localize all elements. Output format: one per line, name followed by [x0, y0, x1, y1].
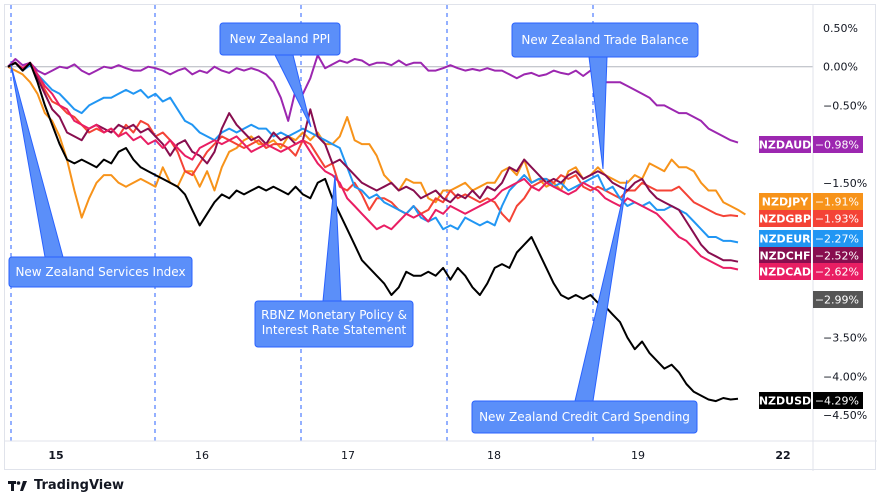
tag-value: −1.93%: [815, 213, 859, 226]
event-annotation-1[interactable]: New Zealand PPI: [219, 22, 341, 128]
annotation-pointer: [588, 56, 608, 170]
annotation-box: [254, 300, 414, 348]
y-tick-label: −4.00%: [823, 370, 867, 383]
price-tag-extra: −2.99%: [813, 291, 863, 308]
price-tag-nzdeur: NZDEUR −2.27%: [759, 230, 863, 247]
annotation-label: New Zealand PPI: [230, 32, 331, 46]
price-tag-nzdusd: NZDUSD −4.29%: [759, 392, 863, 409]
tag-value-bg: [813, 263, 863, 280]
annotation-pointer: [322, 174, 342, 302]
tag-value-bg: [813, 136, 863, 153]
price-tag-nzdchf: NZDCHF −2.52%: [759, 247, 863, 264]
tag-value: −2.62%: [815, 266, 859, 279]
y-tick-label: 0.00%: [823, 61, 858, 74]
series-line-nzdusd[interactable]: [7, 61, 739, 403]
tag-value: −2.52%: [815, 250, 859, 263]
tag-value: −4.29%: [815, 395, 859, 408]
x-tick-label: 17: [341, 449, 355, 462]
y-tick-label: −1.50%: [823, 177, 867, 190]
x-tick-label: 16: [195, 449, 209, 462]
annotation-label: New Zealand Trade Balance: [521, 33, 688, 47]
tag-symbol: NZDJPY: [762, 196, 809, 209]
annotation-box: [219, 22, 341, 56]
x-tick-label: 15: [48, 449, 63, 462]
y-tick-label: −4.50%: [823, 409, 867, 422]
tag-symbol: NZDUSD: [759, 395, 811, 408]
tag-value: −0.98%: [815, 139, 859, 152]
tag-symbol: NZDEUR: [759, 233, 811, 246]
tag-value-bg: [813, 291, 863, 308]
tradingview-logo-icon: [8, 480, 27, 491]
tag-name-bg: [759, 136, 811, 153]
tag-value-bg: [813, 230, 863, 247]
event-annotation-4[interactable]: New Zealand Credit Card Spending: [471, 179, 698, 434]
y-tick-label: −0.50%: [823, 99, 867, 112]
line-chart: New Zealand Services Index New Zealand PP…: [5, 5, 877, 471]
x-tick-label: 22: [775, 449, 790, 462]
brand-name: TradingView: [34, 478, 125, 493]
tag-symbol: NZDCHF: [759, 250, 810, 263]
series-line-nzdaud[interactable]: [7, 54, 739, 144]
event-annotation-0[interactable]: New Zealand Services Index: [8, 64, 193, 288]
tag-symbol: NZDCAD: [759, 266, 811, 279]
tag-symbol: NZDAUD: [759, 139, 812, 152]
tag-name-bg: [759, 193, 811, 210]
tag-value-bg: [813, 193, 863, 210]
price-tag-nzdaud: NZDAUD −0.98%: [759, 136, 863, 153]
tag-name-bg: [759, 392, 811, 409]
tag-value: −2.99%: [815, 294, 859, 307]
series-line-nzdgbp[interactable]: [7, 61, 739, 223]
tag-name-bg: [759, 210, 811, 227]
series-line-nzdcad[interactable]: [7, 61, 739, 271]
annotation-label: New Zealand Credit Card Spending: [479, 410, 690, 424]
tag-value: −2.27%: [815, 233, 859, 246]
series-line-nzdeur[interactable]: [7, 61, 739, 244]
annotation-box: [511, 22, 699, 58]
event-annotation-3[interactable]: New Zealand Trade Balance: [511, 22, 699, 170]
tag-value-bg: [813, 210, 863, 227]
annotation-box: [8, 256, 193, 288]
tag-value-bg: [813, 392, 863, 409]
x-tick-label: 18: [487, 449, 501, 462]
x-tick-label: 19: [631, 449, 645, 462]
tag-name-bg: [759, 230, 811, 247]
event-annotation-2[interactable]: RBNZ Monetary Policy &Interest Rate Stat…: [254, 174, 414, 348]
annotation-box: [471, 400, 698, 434]
annotation-pointer: [274, 54, 312, 128]
price-tag-nzdcad: NZDCAD −2.62%: [759, 263, 863, 280]
tag-value: −1.91%: [815, 196, 859, 209]
series-line-nzdchf[interactable]: [7, 61, 739, 263]
chart-frame: New Zealand Services Index New Zealand PP…: [4, 4, 877, 471]
annotation-label-line2: Interest Rate Statement: [262, 323, 407, 337]
annotation-label: RBNZ Monetary Policy &: [261, 308, 407, 322]
y-tick-label: 0.50%: [823, 22, 858, 35]
price-tag-nzdgbp: NZDGBP −1.93%: [759, 210, 863, 227]
tag-value-bg: [813, 247, 863, 264]
tag-name-bg: [759, 247, 811, 264]
annotation-label: New Zealand Services Index: [15, 265, 185, 279]
y-tick-label: −3.50%: [823, 332, 867, 345]
tag-name-bg: [759, 263, 811, 280]
tradingview-logo[interactable]: TradingView: [8, 478, 124, 493]
tag-symbol: NZDGBP: [759, 213, 811, 226]
series-line-nzdjpy[interactable]: [7, 65, 746, 219]
price-tag-nzdjpy: NZDJPY −1.91%: [759, 193, 863, 210]
annotation-pointer: [574, 179, 628, 402]
